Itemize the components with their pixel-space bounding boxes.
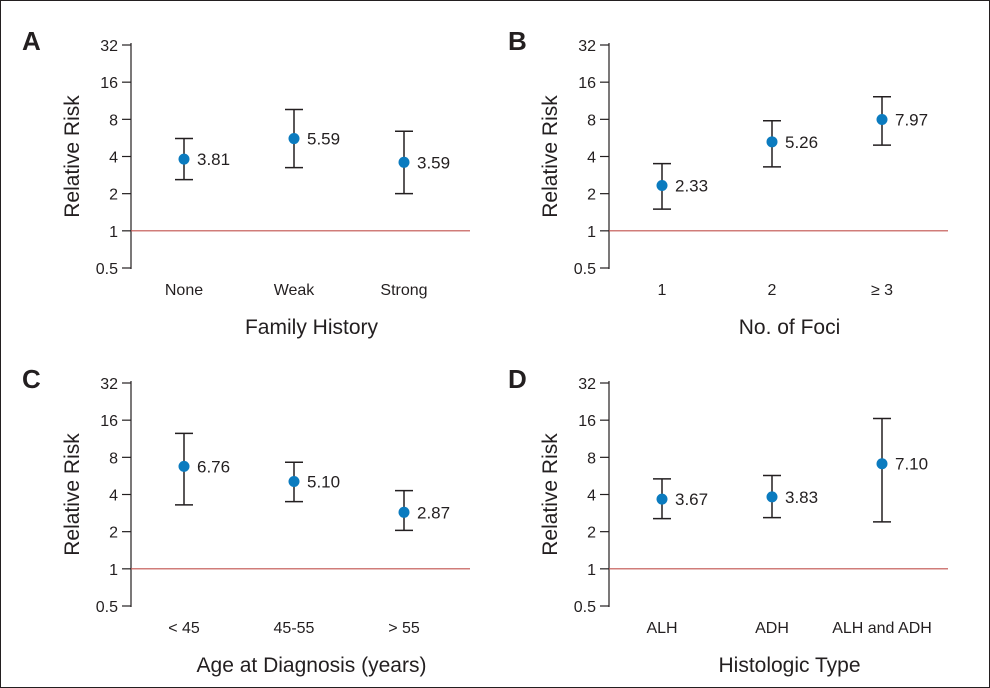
y-tick-label: 32 xyxy=(100,38,118,55)
y-tick-label: 16 xyxy=(100,75,118,92)
data-point xyxy=(398,506,410,518)
data-point xyxy=(766,491,778,503)
data-point-group: 5.26 xyxy=(763,119,818,168)
x-tick-label: ≥ 3 xyxy=(871,282,893,299)
data-point xyxy=(656,493,668,505)
x-tick-label: 45-55 xyxy=(274,620,315,637)
x-tick-label: ALH and ADH xyxy=(832,620,932,637)
x-axis-title: Family History xyxy=(245,316,379,339)
data-point xyxy=(766,136,778,148)
panel-letter: D xyxy=(508,364,527,394)
panel-a: A 0.5 1 2 4 8 16 32 Relative Risk 3.81 None 5.59 Wea… xyxy=(22,26,470,339)
y-tick-label: 4 xyxy=(109,488,118,505)
data-point xyxy=(656,179,668,191)
panel-b: B 0.5 1 2 4 8 16 32 Relative Risk 2.33 1 5.26 2 7.97 ≥… xyxy=(508,26,948,339)
data-point-group: 3.59 xyxy=(395,130,450,195)
y-tick-label: 0.5 xyxy=(574,599,596,616)
x-tick-label: 1 xyxy=(658,282,667,299)
data-label: 5.59 xyxy=(307,130,340,149)
y-tick-label: 8 xyxy=(587,112,596,129)
y-axis-title: Relative Risk xyxy=(539,433,562,556)
data-point xyxy=(876,458,888,470)
data-point-group: 3.81 xyxy=(175,137,230,181)
data-point-group: 5.10 xyxy=(285,461,340,503)
y-tick-label: 1 xyxy=(109,224,118,241)
x-axis-title: No. of Foci xyxy=(739,316,841,339)
y-tick-label: 32 xyxy=(578,38,596,55)
x-tick-label: ALH xyxy=(646,620,677,637)
y-tick-label: 0.5 xyxy=(96,599,118,616)
data-label: 6.76 xyxy=(197,457,230,476)
data-label: 7.10 xyxy=(895,455,928,474)
x-tick-label: Weak xyxy=(274,282,316,299)
y-tick-label: 1 xyxy=(587,224,596,241)
y-tick-label: 1 xyxy=(587,562,596,579)
x-axis-title: Age at Diagnosis (years) xyxy=(197,654,427,677)
data-point-group: 3.67 xyxy=(653,478,708,520)
y-tick-label: 1 xyxy=(109,562,118,579)
y-tick-label: 16 xyxy=(578,413,596,430)
panel-c: C 0.5 1 2 4 8 16 32 Relative Risk 6.76 < 45 5.10 45-… xyxy=(22,364,470,677)
data-point xyxy=(288,133,300,145)
data-point-group: 7.97 xyxy=(873,95,928,146)
y-tick-label: 0.5 xyxy=(574,261,596,278)
y-tick-label: 16 xyxy=(100,413,118,430)
y-axis-title: Relative Risk xyxy=(61,95,84,218)
data-point-group: 3.83 xyxy=(763,474,818,519)
x-tick-label: None xyxy=(165,282,203,299)
data-label: 3.59 xyxy=(417,153,450,172)
data-label: 3.67 xyxy=(675,490,708,509)
data-label: 5.26 xyxy=(785,133,818,152)
y-axis-title: Relative Risk xyxy=(539,95,562,218)
y-tick-label: 4 xyxy=(587,488,596,505)
y-tick-label: 2 xyxy=(109,525,118,542)
data-point xyxy=(288,475,300,487)
y-tick-label: 2 xyxy=(587,187,596,204)
panel-letter: C xyxy=(22,364,41,394)
data-point-group: 2.33 xyxy=(653,162,708,210)
data-point xyxy=(178,460,190,472)
data-label: 3.83 xyxy=(785,488,818,507)
y-tick-label: 4 xyxy=(587,150,596,167)
x-tick-label: Strong xyxy=(380,282,427,299)
data-point-group: 7.10 xyxy=(873,417,928,523)
x-tick-label: 2 xyxy=(768,282,777,299)
data-label: 3.81 xyxy=(197,150,230,169)
y-tick-label: 8 xyxy=(109,450,118,467)
panel-d: D 0.5 1 2 4 8 16 32 Relative Risk 3.67 ALH 3.83 ADH 7… xyxy=(508,364,948,677)
x-tick-label: > 55 xyxy=(388,620,420,637)
panel-letter: B xyxy=(508,26,527,56)
x-axis-title: Histologic Type xyxy=(718,654,860,677)
y-tick-label: 0.5 xyxy=(96,261,118,278)
y-tick-label: 2 xyxy=(109,187,118,204)
data-label: 7.97 xyxy=(895,111,928,130)
data-point xyxy=(876,114,888,126)
x-tick-label: ADH xyxy=(755,620,789,637)
y-tick-label: 16 xyxy=(578,75,596,92)
y-tick-label: 32 xyxy=(578,376,596,393)
y-tick-label: 4 xyxy=(109,150,118,167)
y-tick-label: 8 xyxy=(587,450,596,467)
y-axis-title: Relative Risk xyxy=(61,433,84,556)
panel-letter: A xyxy=(22,26,41,56)
data-point xyxy=(398,156,410,168)
data-point-group: 2.87 xyxy=(395,489,450,532)
y-tick-label: 2 xyxy=(587,525,596,542)
data-label: 2.33 xyxy=(675,176,708,195)
data-label: 2.87 xyxy=(417,503,450,522)
x-tick-label: < 45 xyxy=(168,620,200,637)
data-point-group: 6.76 xyxy=(175,432,230,506)
data-point-group: 5.59 xyxy=(285,108,340,169)
data-point xyxy=(178,153,190,165)
y-tick-label: 8 xyxy=(109,112,118,129)
y-tick-label: 32 xyxy=(100,376,118,393)
data-label: 5.10 xyxy=(307,472,340,491)
